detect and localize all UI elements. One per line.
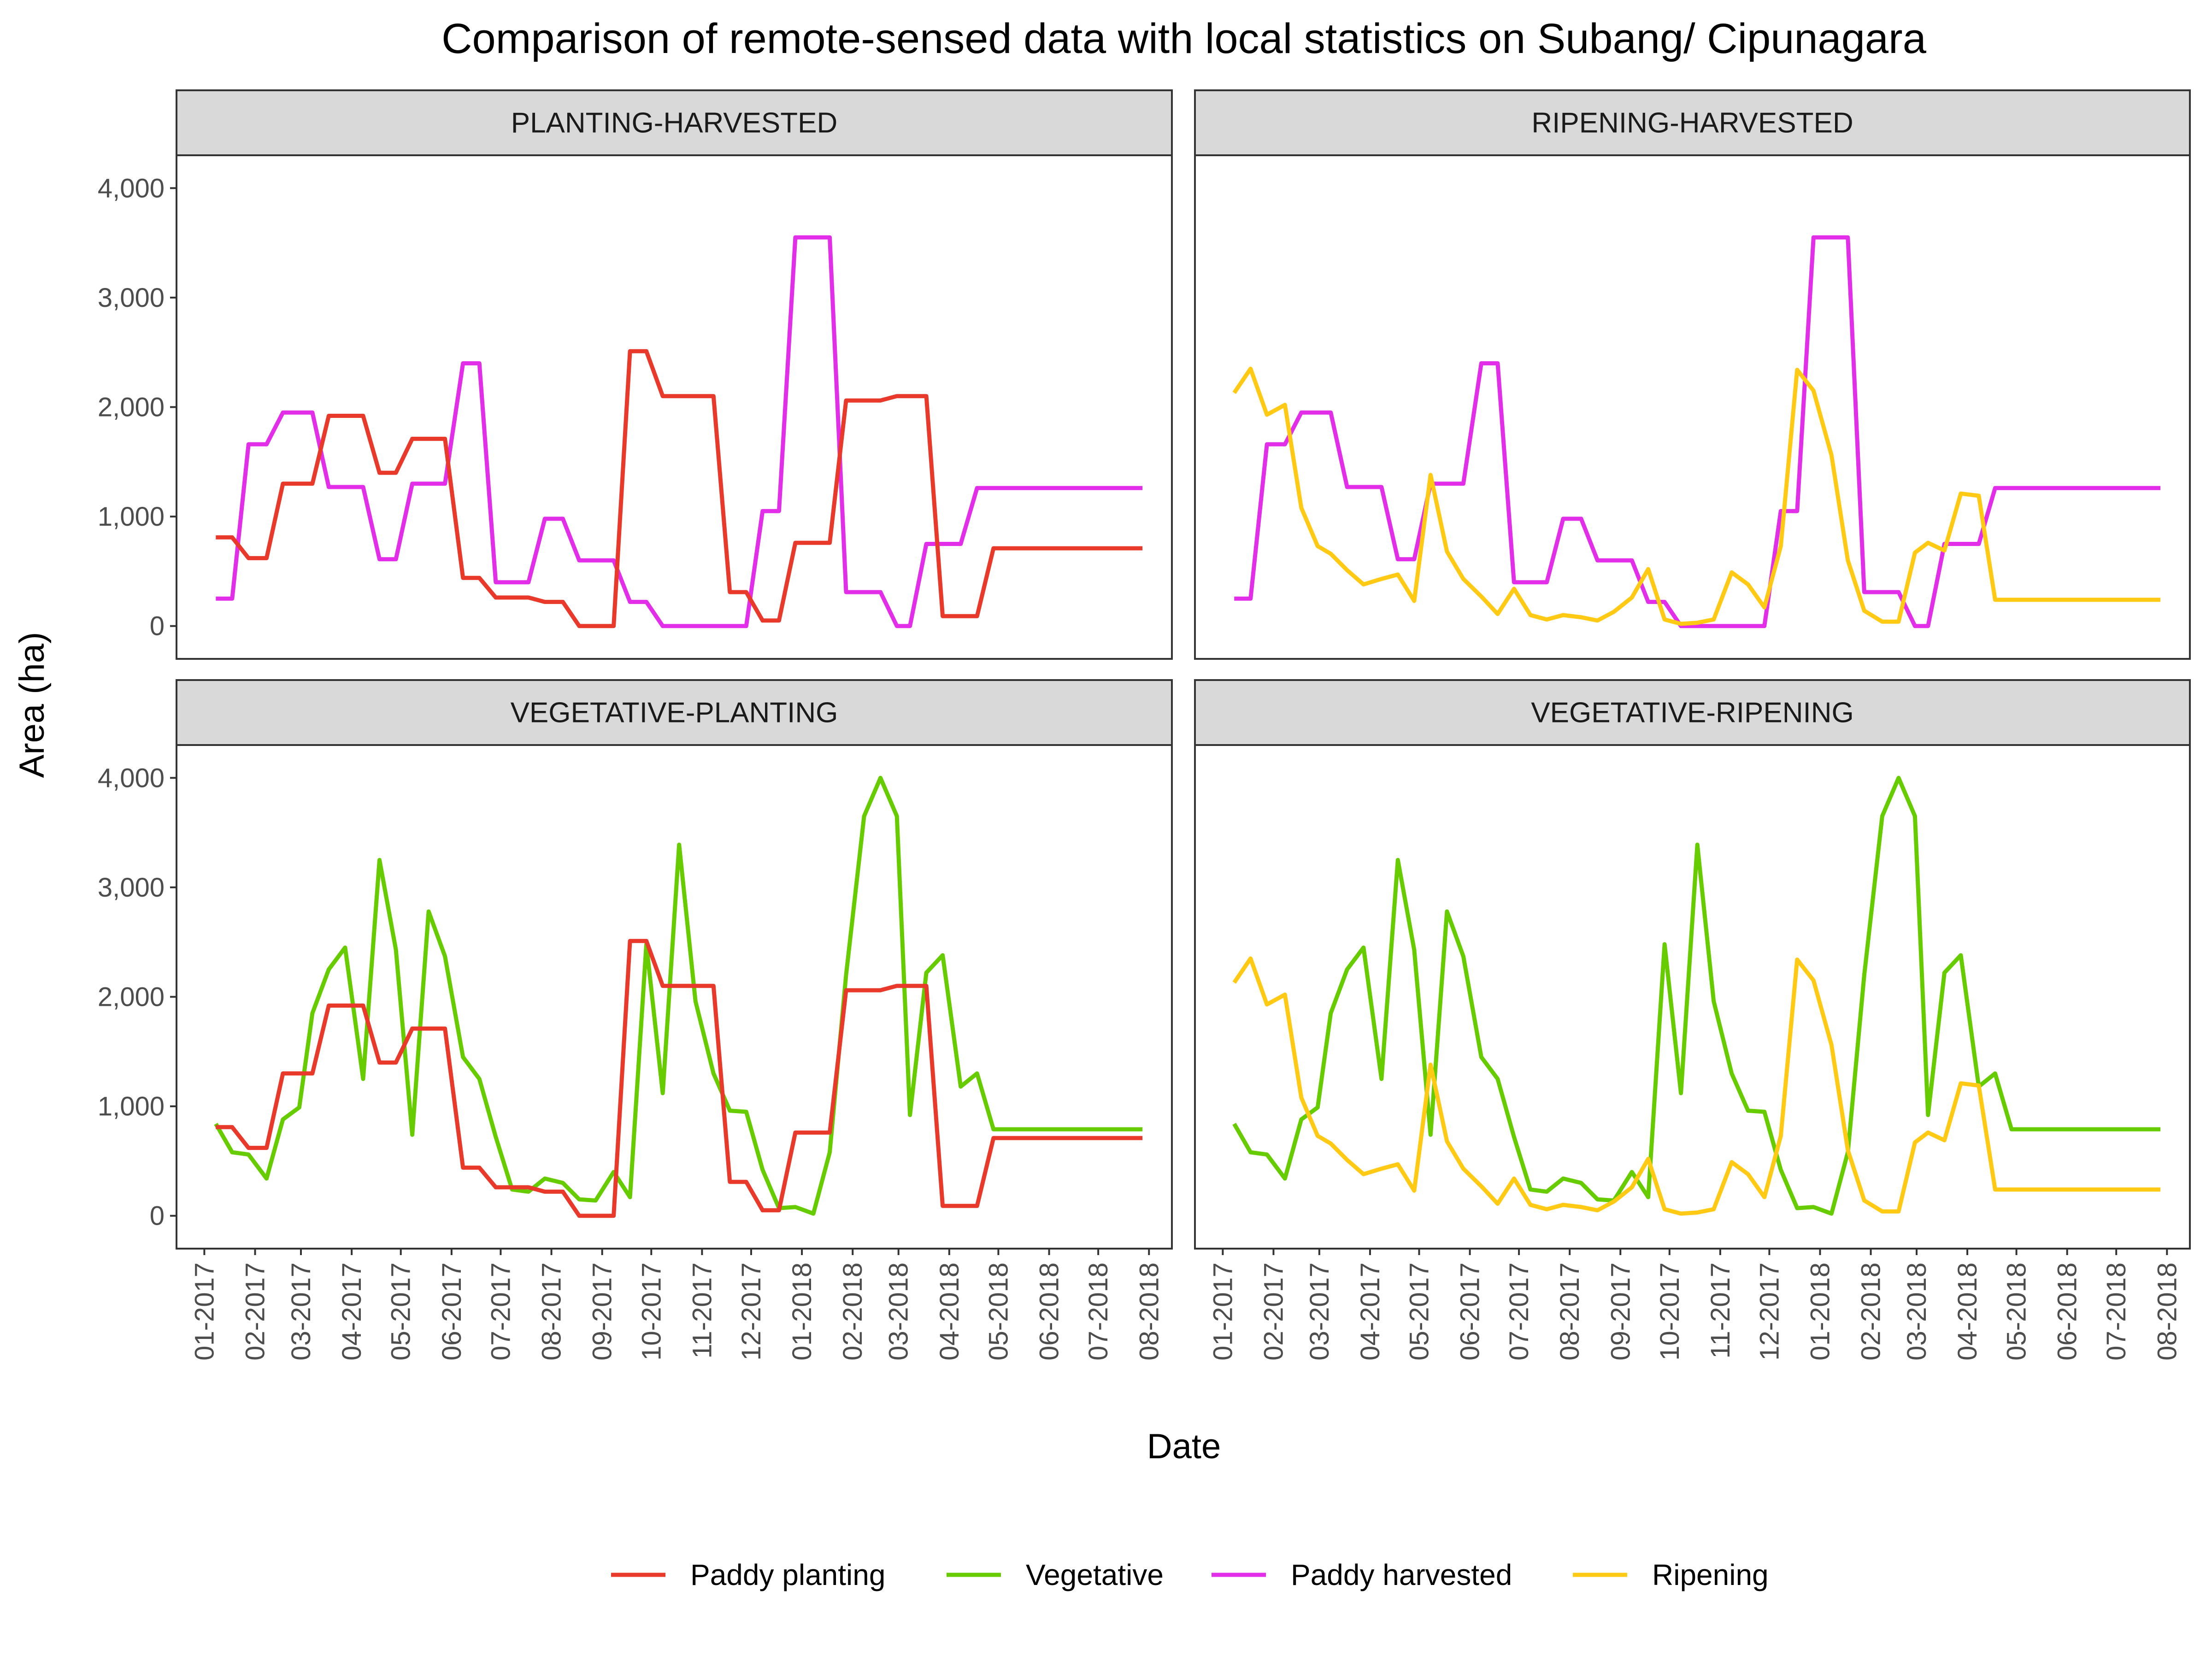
x-tick-label: 02-2017 [1259,1262,1288,1361]
x-tick-label: 07-2017 [1504,1262,1534,1361]
series-line-paddy-planting [216,939,1143,1218]
panel-border [1194,154,2191,660]
chart-title: Comparison of remote-sensed data with lo… [441,15,1927,62]
x-tick-label: 12-2017 [1754,1262,1784,1361]
legend-item-vegetative: Vegetative [947,1558,1164,1591]
legend-item-ripening: Ripening [1573,1558,1769,1591]
legend-item-paddy-planting: Paddy planting [611,1558,885,1591]
panel-strip-planting-harvested [176,89,1173,156]
x-tick-label: 10-2017 [636,1262,666,1361]
x-tick-label: 03-2018 [1902,1262,1932,1361]
x-tick-label: 04-2018 [1953,1262,1983,1361]
x-tick-label: 04-2017 [1355,1262,1385,1361]
x-tick-label: 06-2017 [1455,1262,1485,1361]
x-axis-title: Date [1147,1427,1221,1466]
x-tick-label: 01-2018 [787,1262,817,1361]
panel-strip-label: VEGETATIVE-RIPENING [1531,697,1853,729]
x-tick-label: 08-2018 [1134,1262,1164,1361]
series-line-vegetative [1232,775,2161,1216]
series-line-vegetative [214,775,1143,1216]
x-tick-label: 07-2017 [486,1262,516,1361]
panel-strip-vegetative-ripening [1194,679,2191,746]
panel-planting-harvested: PLANTING-HARVESTED 0 1,000 2,000 3,000 4,000 [98,89,1173,660]
y-tick-label: 4,000 [98,763,165,793]
legend-label: Vegetative [1026,1558,1164,1591]
panel-plot-area [1195,155,2190,659]
x-tick-label: 11-2017 [1706,1262,1735,1359]
series-line-paddy-harvested [1234,235,2161,628]
x-tick-label: 02-2018 [838,1262,868,1361]
legend-label: Paddy harvested [1291,1558,1512,1591]
legend-label: Ripening [1652,1558,1769,1591]
panel-plot-area [176,155,1172,659]
x-tick-label: 01-2017 [1208,1262,1238,1361]
series-line-ripening [1232,366,2161,626]
panel-strip-vegetative-planting [176,679,1173,746]
x-tick-label: 02-2017 [241,1262,271,1361]
x-tick-label: 08-2017 [537,1262,567,1361]
panel-plot-area [1195,745,2190,1249]
x-tick-label: 05-2017 [386,1262,416,1361]
y-axis-title: Area (ha) [12,632,52,778]
x-tick-label: 05-2018 [983,1262,1013,1361]
y-tick-label: 2,000 [98,393,165,423]
x-tick-label: 06-2018 [1035,1262,1065,1361]
x-tick-label: 03-2018 [884,1262,914,1361]
y-tick-label: 3,000 [98,873,165,903]
x-tick-label: 05-2018 [2002,1262,2032,1361]
series-line-paddy-harvested [216,235,1143,628]
series-line-paddy-planting [216,349,1143,628]
panel-plot-area [176,745,1172,1249]
x-tick-label: 01-2017 [189,1262,219,1361]
x-tick-label: 10-2017 [1655,1262,1685,1361]
x-tick-label: 02-2018 [1856,1262,1886,1361]
y-tick-label: 3,000 [98,283,165,313]
x-tick-label: 09-2017 [1606,1262,1635,1361]
x-tick-label: 03-2017 [286,1262,316,1361]
x-tick-label: 07-2018 [2101,1262,2131,1361]
x-tick-label: 04-2018 [935,1262,965,1361]
legend: Paddy planting Vegetative Paddy harvested R… [611,1558,1769,1591]
x-tick-label: 01-2018 [1806,1262,1835,1361]
x-tick-label: 06-2018 [2053,1262,2083,1361]
y-tick-label: 1,000 [98,1092,165,1121]
y-tick-label: 4,000 [98,173,165,203]
panel-strip-label: RIPENING-HARVESTED [1531,107,1853,139]
x-tick-label: 05-2017 [1405,1262,1435,1361]
y-tick-label: 1,000 [98,502,165,532]
x-tick-label: 06-2017 [437,1262,467,1361]
panel-strip-label: PLANTING-HARVESTED [511,107,838,139]
x-tick-label: 08-2018 [2152,1262,2182,1361]
panels-layer: PLANTING-HARVESTED 0 1,000 2,000 3,000 4,000 R… [98,89,2191,1361]
panel-vegetative-ripening: VEGETATIVE-RIPENING 01-2017 02-2017 03-2017… [1194,679,2191,1361]
x-tick-label: 04-2017 [337,1262,367,1361]
legend-item-paddy-harvested: Paddy harvested [1212,1558,1512,1591]
panel-strip-ripening-harvested [1194,89,2191,156]
y-tick-label: 2,000 [98,982,165,1012]
y-tick-label: 0 [150,1201,165,1231]
x-tick-label: 03-2017 [1305,1262,1335,1361]
panel-border [1194,744,2191,1250]
x-tick-label: 08-2017 [1555,1262,1585,1361]
panel-ripening-harvested: RIPENING-HARVESTED [1194,89,2191,660]
x-tick-label: 09-2017 [588,1262,618,1361]
legend-label: Paddy planting [690,1558,885,1591]
x-tick-label: 11-2017 [687,1262,717,1359]
panel-vegetative-planting: VEGETATIVE-PLANTING 0 1,000 2,000 3,000 4,000… [98,679,1173,1361]
series-line-ripening [1232,956,2161,1216]
x-tick-label: 12-2017 [736,1262,766,1361]
x-tick-label: 07-2018 [1083,1262,1113,1361]
panel-strip-label: VEGETATIVE-PLANTING [511,697,838,729]
y-tick-label: 0 [150,611,165,641]
